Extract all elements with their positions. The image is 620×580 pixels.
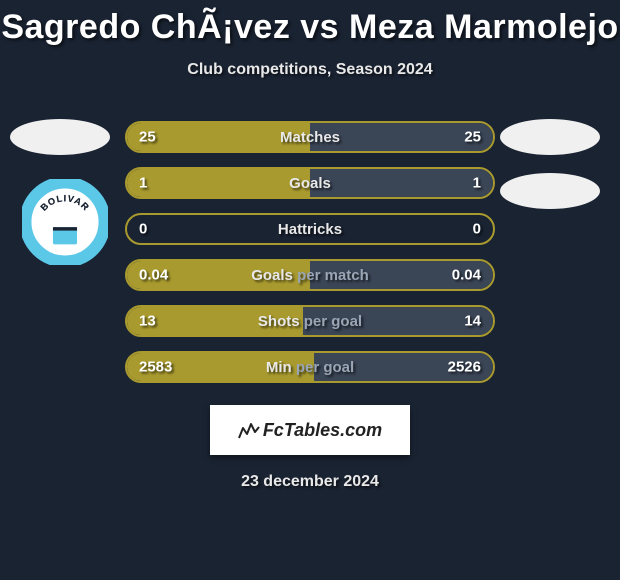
brand-logo-icon: FcTables.com: [238, 420, 382, 441]
player-badge-left-placeholder: [10, 119, 110, 155]
stat-label: Goals: [289, 175, 331, 192]
stat-row: 0.04 0.04 Goals per match: [125, 259, 495, 291]
stat-row: 25 25 Matches: [125, 121, 495, 153]
stat-row: 13 14 Shots per goal: [125, 305, 495, 337]
stats-area: BOLIVAR BOLIVAR 25 25 Matches 1 1 Goals 0 0 Hatt…: [0, 121, 620, 383]
stat-value-left: 2583: [139, 359, 172, 376]
stat-value-left: 0.04: [139, 267, 168, 284]
stat-label: Min per goal: [266, 359, 354, 376]
stat-value-right: 2526: [448, 359, 481, 376]
stat-value-right: 25: [464, 129, 481, 146]
date-line: 23 december 2024: [0, 473, 620, 491]
comparison-card: Sagredo ChÃ¡vez vs Meza Marmolejo Club c…: [0, 0, 620, 491]
stat-label-dim: per goal: [300, 313, 363, 330]
stat-label-dim: per goal: [292, 359, 355, 376]
stat-label: Goals per match: [251, 267, 369, 284]
stat-row: 0 0 Hattricks: [125, 213, 495, 245]
page-title: Sagredo ChÃ¡vez vs Meza Marmolejo: [0, 8, 620, 47]
stat-row: 2583 2526 Min per goal: [125, 351, 495, 383]
player-badge-right-placeholder-1: [500, 119, 600, 155]
stat-rows: 25 25 Matches 1 1 Goals 0 0 Hattricks 0.04 0.04 Goa…: [125, 121, 495, 383]
stat-value-right: 0: [473, 221, 481, 238]
stat-value-right: 0.04: [452, 267, 481, 284]
stat-value-left: 0: [139, 221, 147, 238]
subtitle: Club competitions, Season 2024: [0, 61, 620, 79]
stat-fill-left: [127, 169, 310, 197]
stat-fill-right: [310, 169, 493, 197]
footer-brand-badge[interactable]: FcTables.com: [210, 405, 410, 455]
stat-label: Shots per goal: [258, 313, 362, 330]
stat-label: Matches: [280, 129, 340, 146]
stat-label: Hattricks: [278, 221, 342, 238]
brand-text: FcTables.com: [263, 420, 382, 441]
stat-value-right: 14: [464, 313, 481, 330]
club-badge-bolivar-icon: BOLIVAR BOLIVAR: [22, 179, 108, 265]
stat-value-left: 25: [139, 129, 156, 146]
stat-row: 1 1 Goals: [125, 167, 495, 199]
stat-label-dim: per match: [293, 267, 369, 284]
stat-value-right: 1: [473, 175, 481, 192]
player-badge-right-placeholder-2: [500, 173, 600, 209]
stat-value-left: 1: [139, 175, 147, 192]
stat-value-left: 13: [139, 313, 156, 330]
